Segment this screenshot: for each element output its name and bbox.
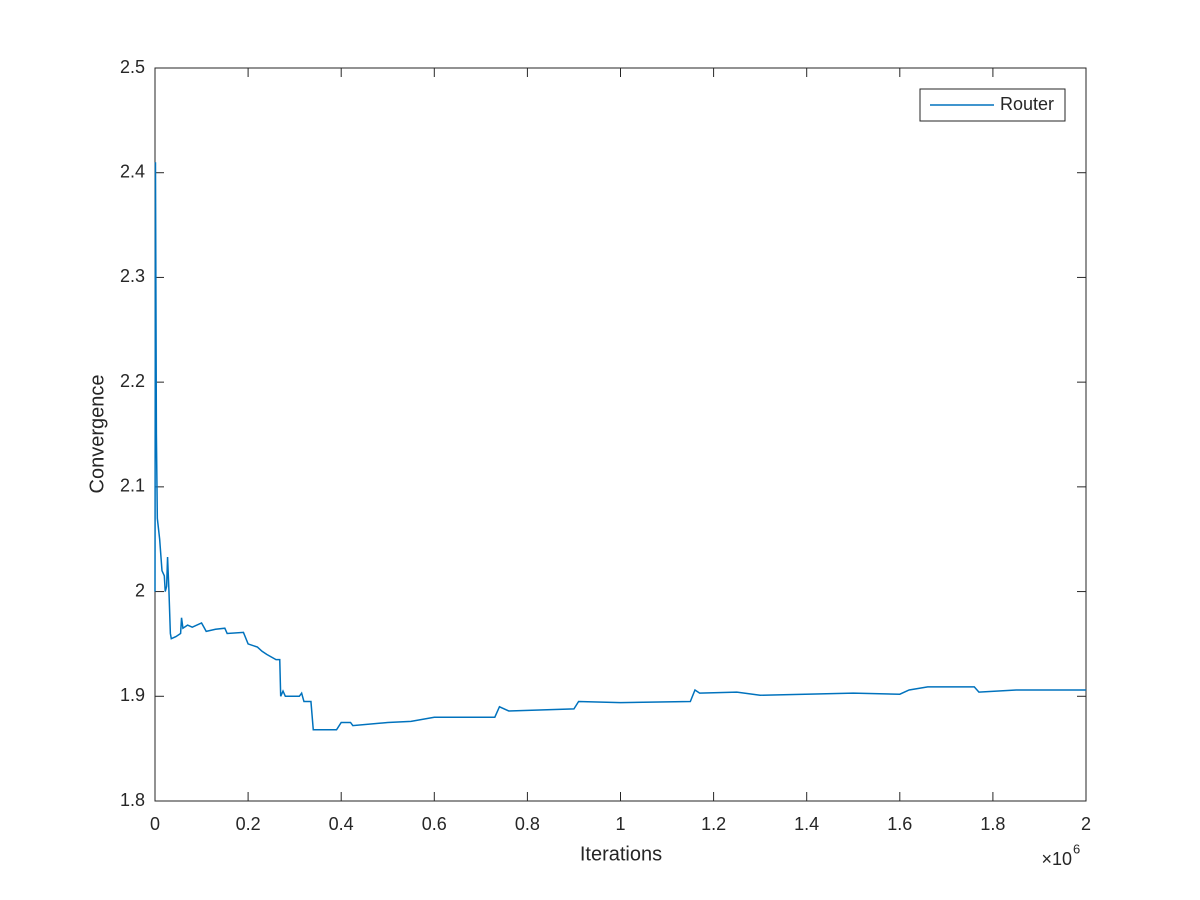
y-tick-label: 2.4: [120, 161, 145, 181]
line: [154, 162, 1086, 731]
x-tick-label: 1.4: [794, 814, 819, 834]
x-tick-label: 0.4: [329, 814, 354, 834]
y-tick-label: 2.2: [120, 371, 145, 391]
plot-area: [154, 67, 1087, 802]
x-multiplier-exponent: 6: [1073, 841, 1080, 856]
legend-label: Router: [1000, 94, 1054, 114]
x-tick-label: 1.2: [701, 814, 726, 834]
y-tick-label: 1.8: [120, 790, 145, 810]
x-tick-label: 1.6: [887, 814, 912, 834]
x-tick-label: 2: [1081, 814, 1091, 834]
x-tick-label: 0: [150, 814, 160, 834]
y-tick-label: 1.9: [120, 685, 145, 705]
y-axis-label: Convergence: [86, 375, 108, 494]
y-tick-label: 2: [135, 580, 145, 600]
x-tick-label: 0.6: [422, 814, 447, 834]
x-axis-label: Iterations: [580, 843, 662, 865]
x-tick-label: 1.8: [980, 814, 1005, 834]
x-tick-label: 0.2: [236, 814, 261, 834]
y-tick-label: 2.5: [120, 57, 145, 77]
y-tick-label: 2.3: [120, 266, 145, 286]
x-multiplier: ×10: [1041, 849, 1072, 869]
x-tick-label: 0.8: [515, 814, 540, 834]
x-tick-label: 1: [615, 814, 625, 834]
y-tick-label: 2.1: [120, 476, 145, 496]
